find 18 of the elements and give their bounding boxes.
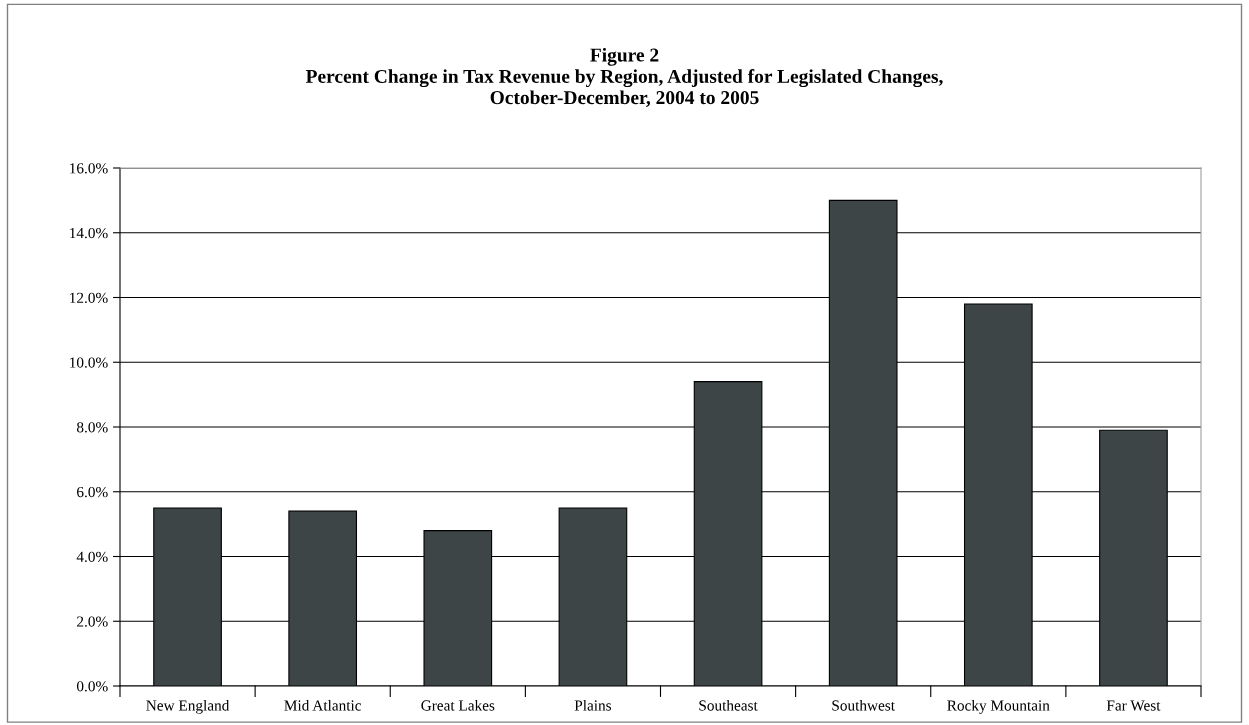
x-tick-label: Mid Atlantic [284, 699, 362, 711]
x-tick-label: Far West [1106, 700, 1161, 711]
x-tick-label: Plains [574, 699, 612, 711]
x-tick-label: Great Lakes [421, 699, 495, 711]
y-tick-label: 16.0% [70, 163, 108, 174]
x-tick-label: Southwest [832, 699, 895, 711]
y-tick-label: 6.0% [77, 486, 108, 498]
x-tick-label: Southeast [699, 699, 758, 711]
x-tick-label: New England [146, 699, 230, 714]
chart-title: Figure 2 Percent Change in Tax Revenue by Region, Adjusted for Legislated Changes, October-December, 2004 to 2005 [305, 47, 943, 107]
y-tick-label: 12.0% [70, 292, 108, 304]
y-tick-label: 10.0% [70, 357, 108, 368]
y-tick-label: 4.0% [76, 551, 108, 563]
y-tick-label: 8.0% [76, 422, 108, 433]
y-tick-label: 14.0% [70, 227, 108, 239]
y-tick-label: 2.0% [77, 616, 108, 627]
y-tick-label: 0.0% [76, 681, 108, 692]
x-tick-label: Rocky Mountain [947, 699, 1050, 714]
